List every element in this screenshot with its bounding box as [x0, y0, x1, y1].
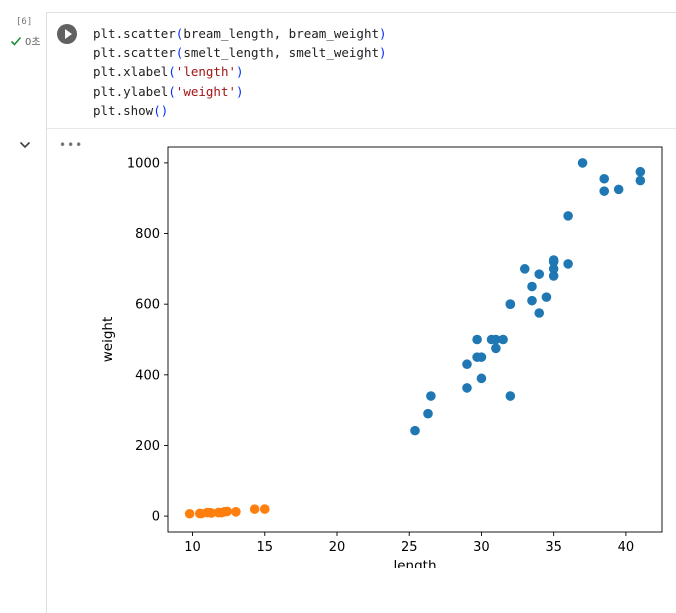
- bream-point: [613, 184, 624, 195]
- bream-point: [426, 391, 436, 401]
- bream-point: [563, 259, 573, 269]
- y-tick-label: 400: [135, 368, 160, 383]
- code-paren: (: [153, 102, 161, 118]
- code-line[interactable]: plt.show(): [93, 101, 387, 120]
- code-function: plt.xlabel: [93, 64, 169, 80]
- bream-point: [577, 158, 588, 168]
- code-paren: (: [168, 64, 176, 80]
- play-icon[interactable]: [57, 24, 77, 44]
- bream-point: [599, 186, 610, 196]
- code-editor[interactable]: plt.scatter(bream_length, bream_weight) p…: [93, 24, 387, 120]
- code-line[interactable]: plt.scatter(smelt_length, smelt_weight): [93, 43, 387, 62]
- bream-point: [462, 383, 472, 393]
- smelt-point: [184, 508, 195, 519]
- bream-point: [527, 281, 537, 292]
- code-cell: [46, 12, 676, 613]
- y-tick-label: 800: [135, 227, 160, 242]
- bream-point: [476, 352, 487, 362]
- bream-point: [534, 269, 545, 279]
- code-paren: ): [236, 83, 244, 99]
- code-paren: ): [160, 102, 169, 118]
- smelt-point: [222, 506, 233, 517]
- bream-point: [635, 166, 646, 177]
- bream-point: [462, 359, 472, 370]
- bream-point: [541, 292, 552, 302]
- x-tick-label: 10: [184, 540, 201, 555]
- smelt-point: [259, 504, 270, 514]
- more-horizontal-icon[interactable]: •••: [59, 138, 84, 152]
- code-line[interactable]: plt.ylabel('weight'): [93, 82, 387, 101]
- code-function: plt.ylabel: [93, 83, 169, 99]
- code-paren: ): [236, 64, 244, 80]
- bream-point: [491, 334, 501, 345]
- plot-area: [167, 146, 663, 533]
- bream-point: [548, 264, 559, 274]
- bream-point: [534, 308, 545, 318]
- cell-output-divider: [47, 128, 676, 129]
- x-tick-label: 30: [473, 540, 490, 555]
- bream-point: [599, 173, 610, 184]
- bream-point: [423, 408, 433, 419]
- x-tick-label: 15: [257, 540, 274, 555]
- bream-point: [527, 295, 537, 306]
- bream-point: [548, 271, 559, 281]
- y-tick-label: 200: [135, 439, 160, 454]
- code-paren: ): [379, 45, 387, 61]
- code-paren: (: [175, 45, 184, 61]
- bream-point: [472, 334, 482, 345]
- code-line[interactable]: plt.scatter(bream_length, bream_weight): [93, 24, 387, 43]
- y-tick-label: 1000: [127, 156, 160, 171]
- smelt-point: [206, 508, 217, 518]
- bream-point: [505, 391, 516, 401]
- y-tick-label: 0: [152, 510, 160, 525]
- code-function: plt.show: [93, 102, 154, 118]
- check-icon: [10, 36, 22, 46]
- code-paren: ): [379, 26, 387, 41]
- bream-point: [505, 299, 516, 309]
- code-paren: (: [175, 26, 184, 41]
- chevron-down-icon[interactable]: [18, 138, 32, 152]
- code-function: plt.scatter: [93, 45, 176, 61]
- bream-point: [498, 334, 508, 345]
- bream-point: [491, 343, 501, 354]
- bream-point: [635, 175, 646, 186]
- x-tick-label: 35: [545, 540, 562, 555]
- smelt-point: [249, 504, 260, 514]
- code-string: 'length': [175, 64, 237, 80]
- y-tick-label: 600: [135, 298, 160, 313]
- x-tick-label: 25: [401, 540, 418, 555]
- code-line[interactable]: plt.xlabel('length'): [93, 62, 387, 81]
- bream-point: [519, 264, 530, 274]
- execution-time: 0초: [25, 37, 41, 48]
- y-axis-label: weight: [100, 317, 116, 363]
- code-args: bream_length, bream_weight: [183, 26, 379, 41]
- bream-point: [476, 373, 487, 384]
- x-tick-label: 40: [618, 540, 635, 555]
- x-tick-label: 20: [329, 540, 346, 555]
- bream-point: [410, 425, 420, 436]
- code-function: plt.scatter: [93, 26, 176, 41]
- execution-count: [6]: [16, 17, 33, 27]
- cell-gutter: [6] 0초: [0, 0, 47, 568]
- smelt-point: [231, 506, 241, 517]
- code-args: smelt_length, smelt_weight: [183, 45, 379, 61]
- bream-point: [548, 256, 559, 267]
- execution-status: 0초: [10, 33, 41, 48]
- x-axis-label: length: [393, 558, 436, 568]
- bream-point: [563, 211, 573, 221]
- code-paren: (: [168, 83, 176, 99]
- scatter-chart: 10 15 20 25 30 35 4002004006008001000lengthwei…: [100, 146, 663, 568]
- code-string: 'weight': [175, 83, 237, 99]
